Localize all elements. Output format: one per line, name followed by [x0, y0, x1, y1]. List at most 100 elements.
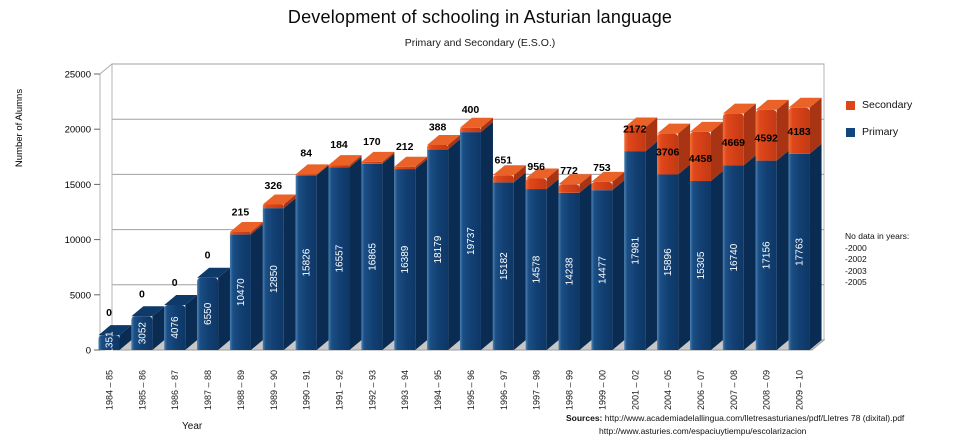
primary-bar-side	[316, 165, 329, 350]
secondary-bar-side	[316, 164, 329, 176]
primary-bar	[427, 149, 449, 350]
primary-value-label: 17981	[630, 236, 641, 264]
primary-bar-side	[250, 224, 263, 350]
secondary-bar-side	[415, 156, 428, 170]
primary-bar-side	[448, 139, 461, 350]
x-axis-label: 1998 – 99	[565, 370, 575, 410]
primary-bar-side	[349, 157, 362, 350]
primary-bar	[525, 189, 547, 350]
secondary-bar-top	[591, 171, 625, 182]
x-axis-label: 1993 – 94	[400, 370, 410, 410]
secondary-value-label: 0	[139, 288, 145, 300]
bar-group: 17156 4592	[755, 99, 789, 350]
secondary-bar	[657, 133, 679, 175]
primary-bar	[755, 160, 777, 350]
primary-bar-side	[743, 155, 756, 350]
x-axis-label: 2008 – 09	[762, 370, 772, 410]
secondary-swatch-icon	[846, 100, 855, 110]
y-tick-label: 5000	[70, 290, 91, 301]
primary-bar	[164, 305, 186, 350]
secondary-value-label: 184	[330, 139, 348, 151]
secondary-bar-top	[558, 174, 592, 185]
x-axis-label: 1985 – 86	[137, 370, 147, 410]
secondary-bar	[262, 204, 284, 209]
secondary-bar-top	[295, 164, 329, 175]
primary-value-label: 12850	[269, 265, 280, 293]
secondary-bar-side	[612, 171, 625, 191]
no-data-year: -2002	[845, 254, 867, 264]
secondary-bar-top	[788, 97, 822, 108]
y-tick-label: 20000	[65, 125, 91, 136]
primary-bar	[328, 167, 350, 350]
secondary-bar	[624, 127, 646, 152]
bar-group: 15182 651	[492, 154, 526, 350]
primary-bar-side	[185, 295, 198, 350]
secondary-bar	[755, 109, 777, 161]
primary-bar	[722, 165, 744, 350]
primary-value-label: 17156	[762, 241, 773, 269]
sources-line-1: Sources: http://www.academiadelallingua.…	[566, 413, 904, 423]
bar-group: 18179 388	[427, 121, 461, 350]
bar-group: 16865 170	[361, 136, 395, 350]
secondary-bar-top	[394, 156, 428, 167]
primary-swatch-icon	[846, 127, 855, 137]
secondary-bar-top	[525, 168, 559, 179]
secondary-bar-top	[722, 103, 756, 114]
bar-group: 15305 4458	[689, 121, 723, 350]
secondary-value-label: 0	[106, 307, 112, 319]
secondary-bar	[591, 181, 613, 191]
bar-group: 12850 326	[262, 180, 296, 350]
bar-group: 15896 3706	[656, 123, 691, 350]
primary-bar-side	[776, 150, 789, 350]
x-axis-label: 1994 – 95	[433, 370, 443, 410]
secondary-bar	[328, 165, 350, 168]
secondary-bar-side	[776, 99, 789, 161]
no-data-year: -2003	[845, 265, 867, 276]
secondary-value-label: 772	[560, 165, 578, 177]
primary-value-label: 4076	[170, 316, 181, 339]
no-data-year: -2005	[845, 277, 867, 287]
x-axis-label: 2007 – 08	[729, 370, 739, 410]
bar-group: 16389 212	[394, 141, 428, 350]
x-axis-label: 2009 – 10	[795, 370, 805, 410]
primary-bar-side	[809, 143, 822, 350]
secondary-value-label: 753	[593, 162, 611, 174]
secondary-value-label: 400	[462, 104, 480, 116]
no-data-note: No data in years: -2000 -2002 -2003 -200…	[845, 231, 909, 289]
secondary-value-label: 4458	[689, 153, 713, 165]
legend-label-secondary: Secondary	[862, 99, 913, 111]
primary-bar-side	[546, 179, 559, 350]
secondary-bar-side	[546, 168, 559, 190]
secondary-bar	[427, 145, 449, 150]
secondary-bar	[788, 107, 810, 154]
x-axis-label: 1996 – 97	[499, 370, 509, 410]
primary-value-label: 15305	[696, 251, 707, 279]
primary-value-label: 14477	[597, 256, 608, 284]
x-axis-label: 1991 – 92	[335, 370, 345, 410]
primary-bar	[657, 174, 679, 350]
secondary-bar-top	[492, 165, 526, 176]
secondary-bar	[459, 127, 481, 133]
primary-value-label: 17763	[795, 238, 806, 266]
secondary-value-label: 388	[429, 121, 447, 133]
secondary-value-label: 4592	[755, 133, 779, 145]
x-axis-label: 2006 – 07	[696, 370, 706, 410]
secondary-bar-side	[250, 222, 263, 235]
primary-bar	[229, 234, 251, 350]
primary-value-label: 15896	[663, 248, 674, 276]
primary-value-label: 1351	[105, 331, 116, 354]
bar-group: 19737 400	[459, 104, 493, 351]
secondary-bar-side	[283, 194, 296, 209]
secondary-bar	[394, 166, 416, 170]
secondary-value-label: 0	[205, 250, 211, 262]
primary-bar-side	[612, 180, 625, 350]
x-axis-label: 1988 – 89	[236, 370, 246, 410]
primary-bar	[98, 335, 120, 350]
primary-bar	[492, 182, 514, 350]
secondary-bar-top	[624, 117, 658, 128]
y-tick-label: 0	[86, 346, 91, 357]
primary-value-label: 10470	[236, 278, 247, 306]
primary-value-label: 6550	[203, 302, 214, 325]
secondary-bar-side	[645, 117, 658, 152]
primary-value-label: 3052	[137, 322, 148, 345]
